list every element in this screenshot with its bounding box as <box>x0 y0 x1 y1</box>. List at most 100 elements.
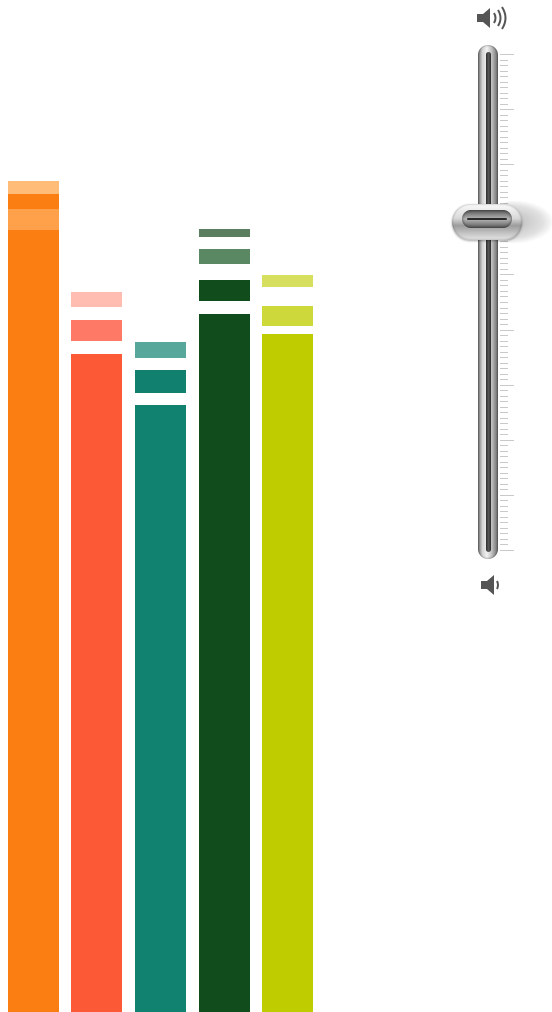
volume-tick <box>500 418 508 419</box>
volume-tick <box>500 396 508 397</box>
volume-tick <box>500 363 508 364</box>
volume-tick <box>500 142 508 143</box>
volume-tick <box>500 285 508 286</box>
volume-tick <box>500 137 508 138</box>
volume-tick <box>500 374 508 375</box>
volume-tick <box>500 54 514 55</box>
volume-tick <box>500 451 508 452</box>
volume-tick <box>500 440 514 441</box>
volume-tick <box>500 263 508 264</box>
volume-tick <box>500 71 508 72</box>
volume-tick <box>500 120 508 121</box>
volume-tick <box>500 109 514 110</box>
equalizer-bar-fill <box>8 182 59 1012</box>
equalizer-peak-segment <box>71 320 122 341</box>
volume-tick <box>500 330 514 331</box>
volume-tick <box>500 170 508 171</box>
volume-slider[interactable] <box>452 40 552 565</box>
volume-tick <box>500 93 508 94</box>
equalizer-peak-segment <box>8 209 59 230</box>
equalizer-peak-segment <box>199 280 250 301</box>
equalizer-peak-segment <box>71 292 122 307</box>
volume-tick <box>500 126 508 127</box>
volume-tick <box>500 76 508 77</box>
volume-tick <box>500 489 508 490</box>
volume-tick <box>500 148 508 149</box>
volume-tick <box>500 550 514 551</box>
volume-tick <box>500 175 508 176</box>
volume-tick <box>500 313 508 314</box>
volume-tick <box>500 203 508 204</box>
equalizer-bar-fill <box>135 405 186 1012</box>
equalizer-peak-segment <box>8 181 59 194</box>
equalizer-bar <box>199 0 250 1012</box>
volume-tick <box>500 462 508 463</box>
volume-scale <box>500 54 516 551</box>
equalizer-peak-segment <box>135 342 186 358</box>
volume-tick <box>500 341 508 342</box>
volume-tick <box>500 407 508 408</box>
volume-tick <box>500 429 508 430</box>
volume-tick <box>500 65 508 66</box>
speaker-loud-icon[interactable] <box>474 3 508 33</box>
volume-tick <box>500 269 508 270</box>
volume-tick <box>500 473 508 474</box>
volume-tick <box>500 296 508 297</box>
volume-tick <box>500 511 508 512</box>
volume-tick <box>500 357 508 358</box>
volume-tick <box>500 368 508 369</box>
speaker-quiet-icon[interactable] <box>478 572 512 602</box>
volume-tick <box>500 280 508 281</box>
volume-tick <box>500 186 508 187</box>
volume-tick <box>500 346 508 347</box>
volume-tick <box>500 104 508 105</box>
volume-tick <box>500 153 508 154</box>
volume-tick <box>500 467 508 468</box>
volume-tick <box>500 159 508 160</box>
volume-tick <box>500 478 508 479</box>
volume-tick <box>500 352 508 353</box>
volume-tick <box>500 434 508 435</box>
volume-tick <box>500 533 508 534</box>
volume-tick <box>500 423 508 424</box>
volume-tick <box>500 87 508 88</box>
equalizer-peak-segment <box>199 249 250 264</box>
volume-tick <box>500 247 508 248</box>
equalizer-peak-segment <box>199 229 250 237</box>
volume-tick <box>500 528 508 529</box>
volume-tick <box>500 412 508 413</box>
volume-tick <box>500 82 508 83</box>
volume-tick <box>500 445 508 446</box>
volume-tick <box>500 456 508 457</box>
equalizer-bar <box>135 0 186 1012</box>
equalizer-bar <box>262 0 313 1012</box>
volume-tick <box>500 258 508 259</box>
volume-tick <box>500 164 514 165</box>
volume-tick <box>500 385 514 386</box>
volume-tick <box>500 517 508 518</box>
volume-tick <box>500 60 508 61</box>
volume-thumb[interactable] <box>452 201 552 243</box>
volume-tick <box>500 197 508 198</box>
volume-tick <box>500 98 508 99</box>
volume-tick <box>500 495 514 496</box>
volume-tick <box>500 241 508 242</box>
volume-tick <box>500 500 508 501</box>
volume-tick <box>500 401 508 402</box>
volume-groove <box>486 52 491 552</box>
volume-tick <box>500 291 508 292</box>
equalizer-bar-fill <box>262 334 313 1012</box>
volume-tick <box>500 335 508 336</box>
volume-tick <box>500 302 508 303</box>
volume-tick <box>500 192 508 193</box>
volume-tick <box>500 274 514 275</box>
equalizer-peak-segment <box>262 306 313 326</box>
equalizer <box>8 0 313 1012</box>
equalizer-peak-segment <box>135 370 186 393</box>
volume-tick <box>500 115 508 116</box>
equalizer-bar <box>71 0 122 1012</box>
volume-tick <box>500 308 508 309</box>
volume-thumb-grip-line <box>467 218 507 220</box>
volume-tick <box>500 181 508 182</box>
